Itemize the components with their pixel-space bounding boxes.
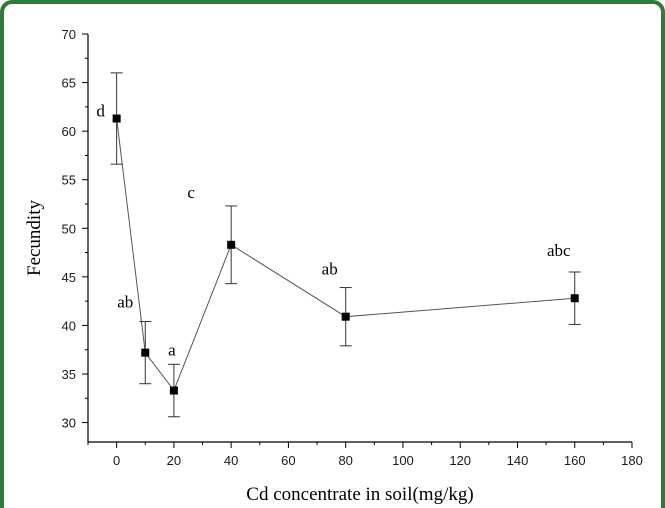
point-annotation: d [96,102,105,121]
axes [87,34,632,443]
y-tick-label: 55 [62,173,76,188]
point-annotations: d ab a c ab abc [96,102,571,360]
data-point [341,312,350,321]
point-annotation: ab [322,260,338,279]
x-tick-label: 80 [338,453,352,468]
x-tick-label: 120 [449,453,471,468]
x-tick-label: 180 [621,453,643,468]
x-tick-label: 40 [224,453,238,468]
x-ticks: 0 20 40 60 80 100 120 140 160 180 [87,442,643,468]
x-tick-label: 0 [113,453,120,468]
point-annotation: c [187,183,195,202]
x-tick-label: 60 [281,453,295,468]
point-annotation: abc [547,241,571,260]
x-tick-label: 140 [507,453,529,468]
y-tick-label: 30 [62,416,76,431]
data-point [112,114,121,123]
x-tick-label: 160 [564,453,586,468]
y-tick-label: 35 [62,367,76,382]
y-ticks: 30 35 40 45 50 55 60 65 70 [62,27,88,431]
data-point [169,386,178,395]
y-tick-label: 45 [62,270,76,285]
y-tick-label: 40 [62,318,76,333]
x-axis-title: Cd concentrate in soil(mg/kg) [246,484,473,505]
series-line-group [116,118,575,392]
y-tick-label: 70 [62,27,76,42]
data-point [227,240,236,249]
error-bars [110,72,581,418]
y-tick-label: 50 [62,221,76,236]
x-tick-label: 20 [167,453,181,468]
y-tick-label: 60 [62,124,76,139]
y-axis-title: Fecundity [24,200,45,276]
x-tick-label: 100 [392,453,414,468]
point-annotation: ab [117,293,133,312]
data-point [570,294,579,303]
series-line [116,118,575,392]
y-tick-label: 65 [62,76,76,91]
data-points [112,114,579,395]
point-annotation: a [168,341,176,360]
data-point [141,348,150,357]
